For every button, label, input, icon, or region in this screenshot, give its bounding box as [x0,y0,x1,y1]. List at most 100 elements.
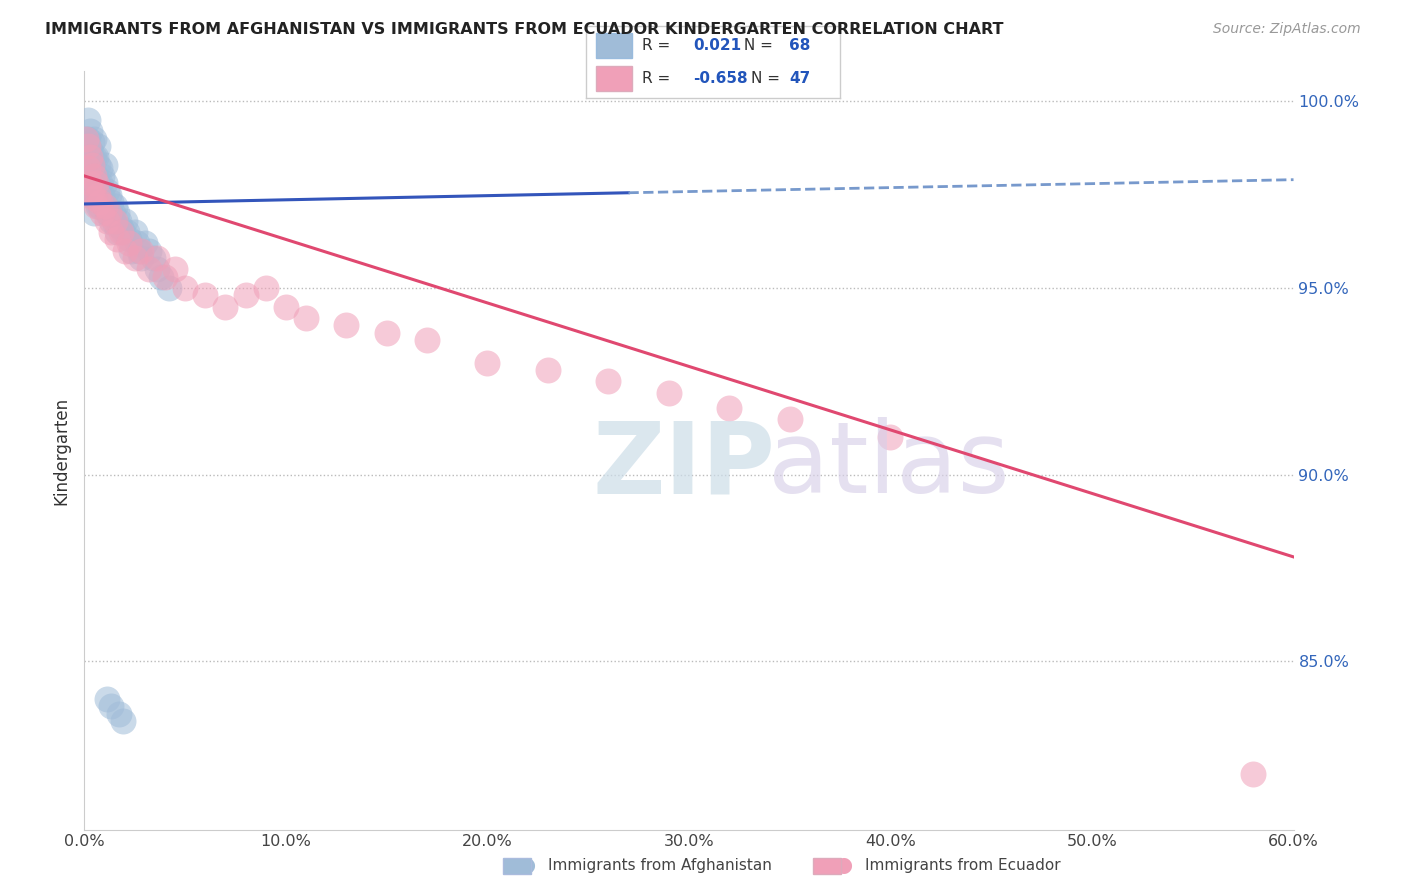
Point [87,177,110,191]
Point [77,177,100,191]
Point [82,169,104,183]
Point [79,143,101,157]
Point [79,158,101,172]
Point [114,213,136,227]
Point [375,326,398,340]
Point [83,187,105,202]
Point [118,236,141,251]
Point [718,401,741,415]
Point [658,385,681,400]
Point [77,112,100,127]
Point [254,281,277,295]
Point [107,706,129,721]
Point [89,161,111,176]
Point [89,199,111,213]
Point [295,310,318,325]
Point [165,262,187,277]
Point [77,150,100,164]
Point [79,187,101,202]
Point [416,333,439,347]
Point [87,158,110,172]
Point [93,177,115,191]
Text: ●: ● [835,855,852,875]
Point [83,191,105,205]
Point [87,199,110,213]
Point [97,187,120,202]
Point [86,187,108,202]
Point [79,124,101,138]
Point [1241,766,1264,780]
Point [79,177,101,191]
Point [100,195,122,210]
Point [96,691,118,706]
Point [93,199,115,213]
Point [138,244,160,258]
Point [83,169,105,183]
Point [91,206,114,220]
Point [146,262,169,277]
Point [86,199,108,213]
Point [82,158,104,172]
Point [87,139,110,153]
Point [142,251,165,265]
Point [101,206,124,220]
Point [86,169,108,183]
Text: Source: ZipAtlas.com: Source: ZipAtlas.com [1213,22,1361,37]
Point [77,139,100,153]
Point [107,213,129,227]
Point [214,300,236,314]
Point [194,288,217,302]
Point [146,251,169,265]
Point [100,225,122,239]
Point [134,236,156,251]
Point [96,206,118,220]
Point [105,225,128,239]
Point [83,169,105,183]
Point [138,262,160,277]
Point [129,244,152,258]
Text: atlas: atlas [768,417,1010,514]
Point [96,213,118,227]
Point [75,169,97,183]
Text: ZIP: ZIP [592,417,775,514]
Point [93,199,115,213]
Point [104,199,127,213]
Point [115,225,138,239]
Y-axis label: Kindergarten: Kindergarten [52,396,70,505]
Point [105,232,128,246]
Point [91,169,114,183]
Point [124,251,146,265]
Point [82,187,104,202]
Point [537,363,560,377]
Point [79,177,101,191]
Point [111,714,134,729]
Point [104,213,127,227]
Point [477,356,499,370]
Point [335,318,357,333]
Point [111,225,134,239]
Point [82,184,104,198]
Point [83,206,105,220]
Point [105,206,128,220]
Point [79,150,101,164]
Point [97,206,120,220]
Point [110,221,132,235]
Point [598,375,620,389]
Point [235,288,257,302]
Point [82,150,104,164]
Point [82,136,104,150]
Point [75,131,97,145]
Text: Immigrants from Afghanistan: Immigrants from Afghanistan [548,858,772,872]
Point [129,251,152,265]
Point [120,244,142,258]
Point [128,244,150,258]
Point [104,218,127,232]
Point [110,225,132,239]
Point [96,184,118,198]
Point [87,187,110,202]
Point [124,225,146,239]
Point [125,236,148,251]
Point [118,232,141,246]
Text: IMMIGRANTS FROM AFGHANISTAN VS IMMIGRANTS FROM ECUADOR KINDERGARTEN CORRELATION : IMMIGRANTS FROM AFGHANISTAN VS IMMIGRANT… [45,22,1004,37]
Point [83,150,105,164]
